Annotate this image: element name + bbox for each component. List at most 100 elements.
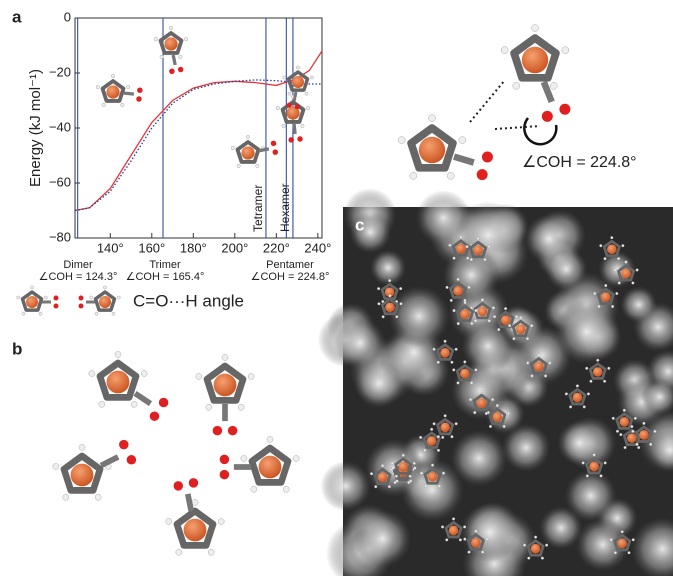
hydrogen (504, 307, 507, 310)
hydrogen (399, 287, 402, 290)
hydrogen (391, 462, 394, 465)
hydrogen (241, 455, 247, 461)
hydrogen (111, 74, 115, 78)
hydrogen (382, 315, 385, 318)
iron (259, 456, 282, 479)
hydrogen (475, 309, 478, 312)
hydrogen (237, 164, 241, 168)
hydrogen (477, 237, 480, 240)
hydrogen (636, 443, 639, 446)
x-tick-label: 180° (180, 240, 207, 255)
hydrogen (492, 307, 495, 310)
stm-blob (321, 461, 371, 511)
hydrogen (154, 37, 158, 41)
hydrogen (608, 367, 611, 370)
hydrogen (179, 55, 183, 59)
hydrogen (79, 444, 85, 450)
hydrogen (447, 172, 454, 179)
hydrogen (496, 404, 499, 407)
oxygen (273, 149, 279, 155)
hydrogen (507, 412, 510, 415)
bond (294, 92, 296, 101)
conformer-angle: ∠COH = 124.3° (39, 271, 118, 283)
molecule (196, 354, 254, 435)
oxygen (213, 426, 223, 436)
iron (99, 296, 111, 308)
iron (516, 324, 526, 334)
hydrogen (39, 312, 42, 315)
hydrogen (582, 462, 585, 465)
hydrogen (30, 286, 33, 289)
iron (501, 315, 511, 325)
figure: a b 0−20−40−60−80140°160°180°200°220°240… (0, 0, 673, 576)
hydrogen (112, 312, 115, 315)
y-tick-label: −80 (49, 229, 71, 244)
hydrogen (632, 538, 635, 541)
hydrogen (457, 322, 460, 325)
hydrogen (513, 82, 520, 89)
molecule (398, 115, 493, 181)
oxygen (79, 296, 84, 301)
molecule (231, 135, 278, 167)
iron (621, 269, 631, 279)
hydrogen (612, 417, 615, 420)
hydrogen (480, 390, 483, 393)
hydrogen (491, 398, 494, 401)
molecule (79, 286, 121, 315)
iron (589, 462, 599, 472)
iron (619, 417, 629, 427)
bond (135, 393, 150, 403)
hydrogen (121, 103, 125, 107)
hydrogen (501, 47, 508, 54)
hydrogen (634, 417, 637, 420)
angle-label: C=O···H angle (133, 291, 244, 310)
hydrogen (473, 411, 476, 414)
iron (440, 423, 450, 433)
hydrogen (283, 76, 286, 79)
iron (607, 244, 617, 254)
oxygen (150, 411, 160, 421)
hydrogen (596, 359, 599, 362)
hydrogen (402, 454, 405, 457)
hydrogen (374, 485, 377, 488)
hydrogen (452, 369, 455, 372)
hydrogen (586, 475, 589, 478)
hydrogen (196, 373, 202, 379)
hydrogen (598, 305, 601, 308)
hydrogen (618, 282, 621, 285)
hydrogen (519, 316, 522, 319)
x-tick-label: 240° (304, 240, 331, 255)
iron (71, 464, 94, 487)
hydrogen (430, 428, 433, 431)
hydrogen (475, 369, 478, 372)
molecule (17, 286, 59, 315)
hydrogen (453, 257, 456, 260)
stm-blob (554, 299, 620, 365)
hydrogen (126, 85, 130, 89)
hydrogen (531, 375, 534, 378)
hydrogen (530, 324, 533, 327)
iron (531, 544, 541, 554)
hydrogen (565, 393, 568, 396)
bond (124, 93, 134, 94)
oxygen (220, 455, 230, 465)
hydrogen (541, 557, 544, 560)
hydrogen (526, 337, 529, 340)
hydrogen (593, 454, 596, 457)
iron (107, 371, 130, 394)
hydrogen (276, 106, 280, 110)
hydrogen (117, 296, 120, 299)
molecule (53, 440, 136, 500)
iron (214, 374, 237, 397)
hydrogen (424, 449, 427, 452)
oxygen (228, 426, 238, 436)
iron (460, 309, 470, 319)
hydrogen (103, 286, 106, 289)
hydrogen (184, 37, 188, 41)
hydrogen (238, 404, 244, 410)
hydrogen (624, 446, 627, 449)
iron (385, 303, 395, 313)
hydrogen (550, 82, 557, 89)
iron (573, 393, 583, 403)
hydrogen (489, 425, 492, 428)
